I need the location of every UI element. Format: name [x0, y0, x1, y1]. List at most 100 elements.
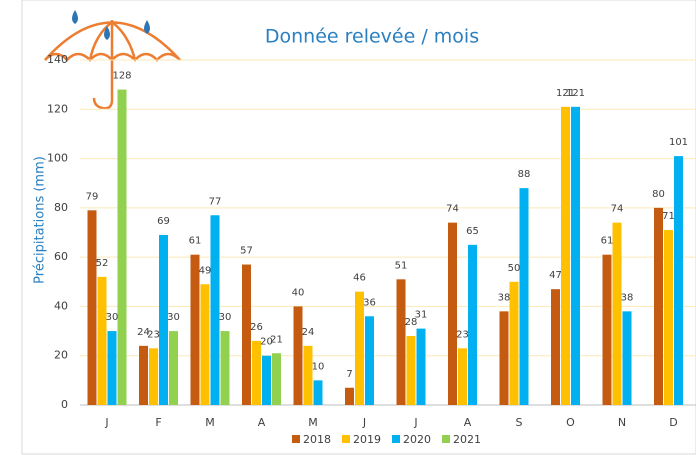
bar	[262, 356, 271, 405]
data-label: 50	[508, 263, 521, 274]
bar	[252, 341, 261, 405]
y-tick-label: 20	[54, 349, 68, 362]
bar	[417, 329, 426, 405]
data-label: 51	[395, 260, 408, 271]
bar	[139, 346, 148, 405]
data-label: 121	[566, 88, 585, 99]
y-tick-label: 140	[47, 53, 68, 66]
bar	[520, 188, 529, 405]
x-tick-label: O	[566, 416, 575, 429]
data-label: 26	[250, 322, 263, 333]
x-tick-label: A	[464, 416, 472, 429]
data-label: 61	[189, 236, 202, 247]
data-label: 52	[96, 258, 109, 269]
x-tick-label: F	[155, 416, 161, 429]
bar	[108, 331, 117, 405]
bar	[664, 230, 673, 405]
bar	[623, 311, 632, 405]
bar	[221, 331, 230, 405]
y-tick-label: 80	[54, 201, 68, 214]
bar	[355, 292, 364, 405]
data-label: 38	[621, 292, 634, 303]
bar	[613, 223, 622, 405]
chart-title: Donnée relevée / mois	[265, 26, 479, 48]
bar	[149, 348, 158, 405]
bar	[314, 380, 323, 405]
data-label: 79	[86, 191, 99, 202]
legend-swatch	[292, 435, 300, 443]
y-tick-label: 40	[54, 299, 68, 312]
data-label: 40	[292, 287, 305, 298]
x-tick-label: M	[205, 416, 215, 429]
bar	[211, 215, 220, 405]
legend-label: 2021	[453, 433, 481, 446]
bar	[674, 156, 683, 405]
data-label: 31	[415, 310, 428, 321]
bar	[88, 210, 97, 405]
data-label: 24	[302, 327, 315, 338]
bar	[571, 107, 580, 405]
legend-swatch	[342, 435, 350, 443]
bar	[654, 208, 663, 405]
x-tick-label: A	[258, 416, 266, 429]
bar	[468, 245, 477, 405]
bar	[201, 284, 210, 405]
x-tick-label: J	[104, 416, 108, 429]
data-label: 46	[353, 273, 366, 284]
bar	[345, 388, 354, 405]
data-label: 57	[240, 246, 253, 257]
legend-label: 2019	[353, 433, 381, 446]
data-label: 36	[363, 297, 376, 308]
data-label: 30	[219, 312, 232, 323]
x-tick-label: J	[413, 416, 417, 429]
bar	[551, 289, 560, 405]
bar	[448, 223, 457, 405]
bar	[294, 306, 303, 405]
y-tick-label: 100	[47, 152, 68, 165]
data-label: 23	[456, 329, 469, 340]
data-label: 71	[662, 211, 675, 222]
bar	[272, 353, 281, 405]
data-label: 101	[669, 137, 688, 148]
y-axis-label: Précipitations (mm)	[33, 156, 48, 284]
legend-label: 2018	[303, 433, 331, 446]
data-label: 128	[112, 71, 131, 82]
data-label: 21	[270, 334, 283, 345]
legend-label: 2020	[403, 433, 431, 446]
data-label: 74	[611, 204, 624, 215]
legend-swatch	[392, 435, 400, 443]
x-tick-label: J	[362, 416, 366, 429]
x-tick-label: N	[618, 416, 626, 429]
bar	[500, 311, 509, 405]
data-label: 30	[106, 312, 119, 323]
x-tick-label: S	[516, 416, 523, 429]
bar	[365, 316, 374, 405]
data-label: 65	[466, 226, 479, 237]
bar	[191, 255, 200, 405]
data-label: 61	[601, 236, 614, 247]
data-label: 77	[209, 196, 222, 207]
bar	[98, 277, 107, 405]
bar	[397, 279, 406, 405]
data-label: 10	[312, 361, 325, 372]
bar	[561, 107, 570, 405]
bar	[242, 265, 251, 405]
bar	[407, 336, 416, 405]
data-label: 88	[518, 169, 531, 180]
bar	[169, 331, 178, 405]
y-tick-label: 0	[61, 398, 68, 411]
legend-swatch	[442, 435, 450, 443]
x-tick-label: D	[669, 416, 677, 429]
data-label: 7	[346, 369, 352, 380]
data-label: 38	[498, 292, 511, 303]
bar	[458, 348, 467, 405]
bar	[304, 346, 313, 405]
data-label: 80	[652, 189, 665, 200]
bar	[510, 282, 519, 405]
data-label: 30	[167, 312, 180, 323]
bar	[603, 255, 612, 405]
bar	[118, 90, 127, 405]
y-tick-label: 60	[54, 250, 68, 263]
y-tick-label: 120	[47, 102, 68, 115]
x-tick-label: M	[308, 416, 318, 429]
